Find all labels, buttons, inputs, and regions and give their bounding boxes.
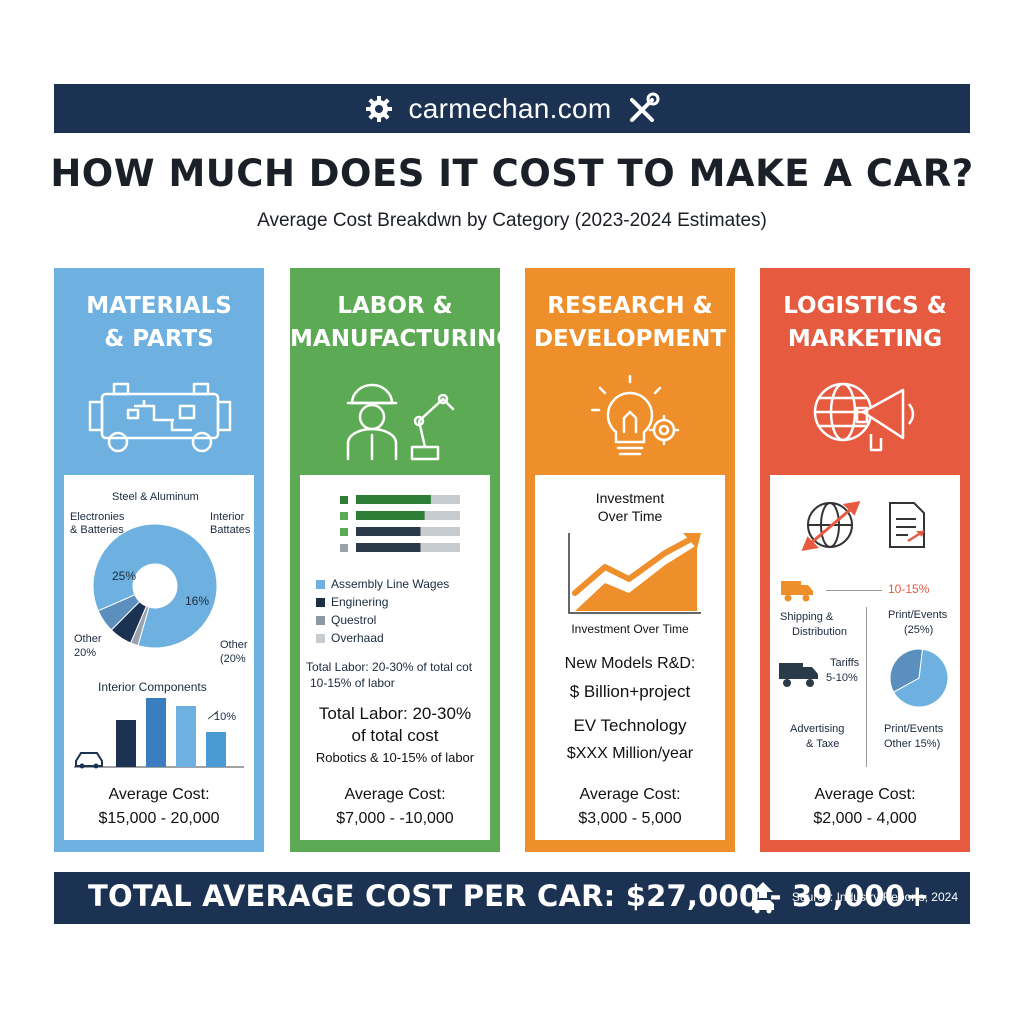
- truck-icon: [779, 663, 818, 687]
- lightbulb-gear-icon: [590, 374, 680, 456]
- total-cost: TOTAL AVERAGE COST PER CAR: $27,000 - 39…: [88, 879, 930, 913]
- bar: [356, 543, 421, 552]
- legend-swatch: [316, 615, 325, 625]
- panel-title: RESEARCH & DEVELOPMENT: [533, 293, 727, 352]
- bar: [356, 511, 425, 520]
- logistics-panel: LOGISTICS & MARKETING: [760, 268, 970, 852]
- car-up-arrow-icon: [752, 882, 774, 914]
- bar: [116, 720, 136, 767]
- rnd-card: Investment Over Time Investment Over Tim…: [535, 475, 725, 840]
- rnd-panel: RESEARCH & DEVELOPMENT Investment Over Ti…: [525, 268, 735, 852]
- materials-card: Steel & Aluminum Electronies & Batteries…: [64, 475, 254, 840]
- interior-components-bar-chart: [74, 698, 244, 769]
- site-name[interactable]: carmechan.com: [408, 92, 612, 124]
- page-title: HOW MUCH DOES IT COST TO MAKE A CAR?: [50, 152, 974, 195]
- legend-item: Assembly Line Wages: [316, 577, 449, 591]
- bar: [356, 495, 431, 504]
- legend-square: [340, 544, 348, 552]
- gear-icon: [366, 95, 393, 122]
- labor-card: Assembly Line Wages Enginering Questrol …: [300, 475, 490, 840]
- document-icon: [889, 502, 925, 548]
- total-banner: TOTAL AVERAGE COST PER CAR: $27,000 - 39…: [54, 872, 970, 924]
- site-banner: carmechan.com: [54, 84, 970, 133]
- legend-square: [340, 528, 348, 536]
- pie-slice: [889, 648, 924, 693]
- divider: [866, 607, 867, 767]
- materials-donut-chart: [92, 523, 218, 649]
- truck-icon: [781, 581, 813, 602]
- investment-trend-chart: [568, 533, 701, 614]
- bar: [356, 527, 421, 536]
- panel-title: LABOR & MANUFACTURING: [290, 293, 516, 352]
- marketing-pie-chart: [889, 648, 949, 708]
- globe-shipping-icon: [801, 501, 861, 551]
- worker-robot-arm-icon: [346, 383, 455, 461]
- bar: [146, 698, 166, 767]
- globe-megaphone-icon: [813, 382, 915, 452]
- source-note: Source: Industry Reports, 2024: [791, 890, 958, 904]
- legend-item: Enginering: [316, 595, 388, 609]
- legend-square: [340, 496, 348, 504]
- legend-item: Overhaad: [316, 631, 384, 645]
- panel-title: MATERIALS & PARTS: [86, 293, 232, 352]
- legend-item: Questrol: [316, 613, 376, 627]
- legend-square: [340, 512, 348, 520]
- pie-slice: [892, 648, 949, 708]
- pie-slice: [97, 594, 141, 631]
- page-subtitle: Average Cost Breakdwn by Category (2023-…: [257, 210, 767, 231]
- pie-slice: [92, 523, 218, 649]
- panel-title: LOGISTICS & MARKETING: [783, 293, 947, 352]
- car-icon: [75, 752, 103, 769]
- bar: [206, 732, 226, 767]
- bar: [176, 706, 196, 767]
- leader-line: [207, 710, 219, 720]
- legend-swatch: [316, 597, 325, 607]
- legend-swatch: [316, 579, 325, 589]
- divider: [826, 590, 882, 591]
- labor-panel: LABOR & MANUFACTURING Assembly Line Wages…: [290, 268, 516, 852]
- labor-bar-chart: [340, 495, 460, 552]
- car-chassis-icon: [88, 382, 232, 453]
- logistics-card: 10-15% Shipping & Distribution Print/Eve…: [770, 475, 960, 840]
- materials-panel: MATERIALS & PARTS Steel & Aluminum Electr…: [54, 268, 264, 852]
- legend-swatch: [316, 633, 325, 643]
- wrench-screwdriver-icon: [629, 92, 660, 122]
